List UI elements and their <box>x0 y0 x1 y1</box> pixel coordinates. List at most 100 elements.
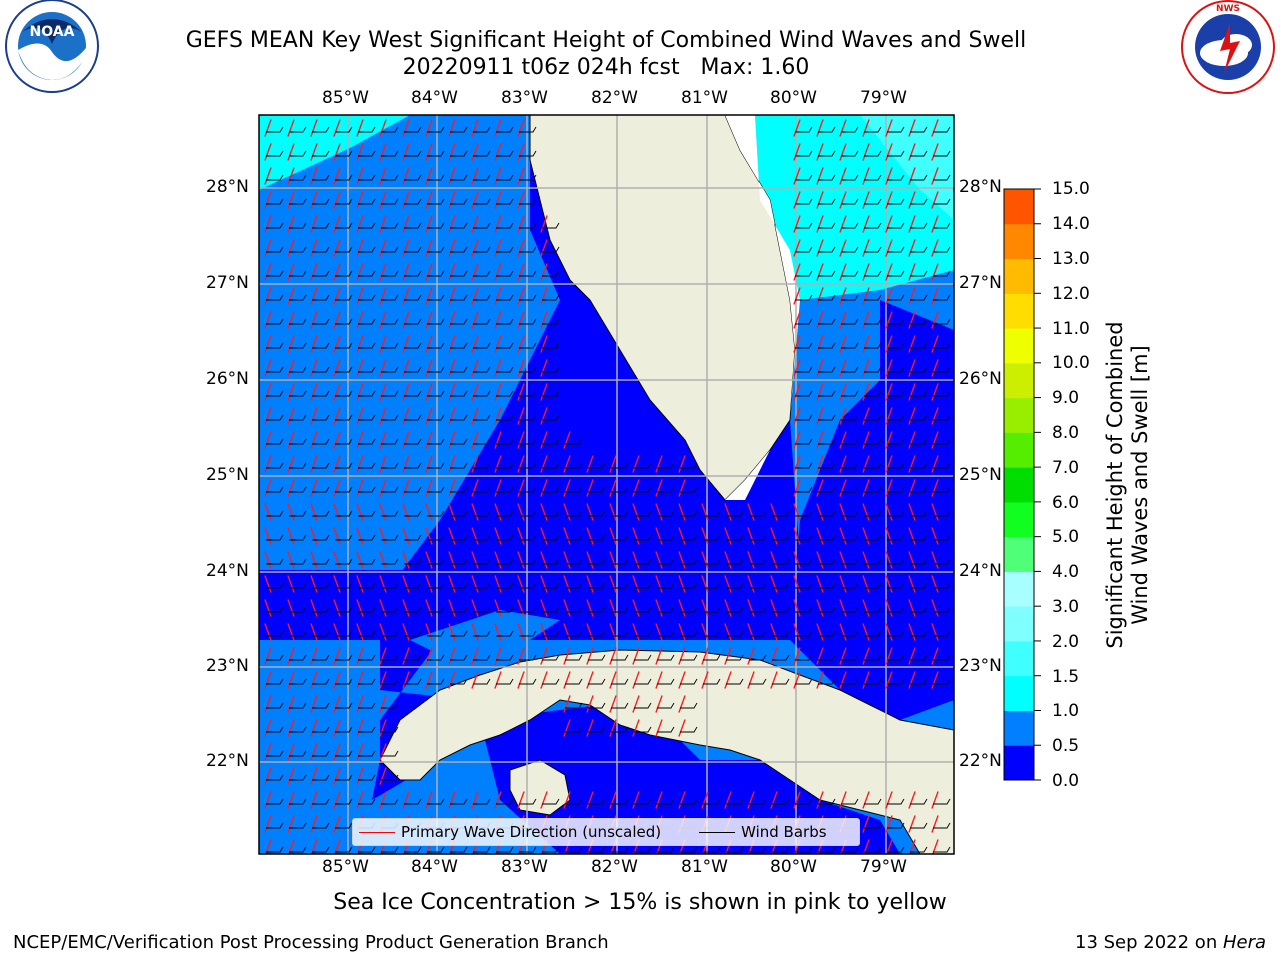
wind-barb <box>312 270 330 277</box>
wave-direction-arrow <box>402 407 410 425</box>
wave-direction-arrow <box>816 407 824 425</box>
wave-direction-arrow <box>931 287 939 305</box>
wind-barb <box>634 582 652 589</box>
wind-barb <box>542 558 560 565</box>
wave-direction-arrow <box>356 215 364 233</box>
wind-barb <box>565 462 583 469</box>
wave-direction-arrow <box>793 479 801 497</box>
wave-direction-arrow <box>264 191 272 209</box>
wave-direction-arrow <box>264 263 272 281</box>
wave-direction-arrow <box>356 191 364 209</box>
wave-direction-arrow <box>356 671 364 689</box>
wind-barb <box>933 222 951 229</box>
wind-barb <box>542 486 560 493</box>
wave-direction-arrow <box>908 551 916 569</box>
wave-direction-arrow <box>402 455 410 473</box>
wave-direction-arrow <box>540 287 548 305</box>
wind-barb <box>565 846 583 853</box>
wave-direction-arrow <box>402 623 410 641</box>
wave-direction-arrow <box>287 191 295 209</box>
wave-direction-arrow <box>517 479 525 497</box>
wind-barb <box>818 270 836 277</box>
wind-barb <box>795 582 813 589</box>
wave-direction-arrow <box>563 623 571 641</box>
wave-direction-arrow <box>839 455 847 473</box>
wave-direction-arrow <box>586 503 594 521</box>
wind-barb <box>726 798 744 805</box>
wave-direction-arrow <box>540 551 548 569</box>
wind-barb <box>335 174 353 181</box>
lat-label-left: 28°N <box>206 177 249 197</box>
wind-barb <box>565 534 583 541</box>
wave-direction-arrow <box>908 335 916 353</box>
lon-label-top: 82°W <box>591 88 638 108</box>
wind-barb <box>312 726 330 733</box>
wind-barb <box>542 342 560 349</box>
wave-direction-arrow <box>839 503 847 521</box>
wave-direction-arrow <box>931 191 939 209</box>
wave-direction-arrow <box>908 791 916 809</box>
wind-barb <box>289 822 307 829</box>
wave-direction-arrow <box>517 599 525 617</box>
wind-barb <box>588 606 606 613</box>
wind-barb <box>266 462 284 469</box>
wind-barb <box>289 774 307 781</box>
colorbar-segment <box>1004 571 1034 607</box>
wave-direction-arrow <box>839 599 847 617</box>
wind-barb <box>496 558 514 565</box>
wind-barb <box>588 486 606 493</box>
wind-barb <box>841 438 859 445</box>
wave-direction-arrow <box>793 311 801 329</box>
wind-barb <box>358 486 376 493</box>
legend-item-wave: Primary Wave Direction (unscaled) <box>359 823 661 841</box>
wave-direction-arrow <box>908 359 916 377</box>
wave-direction-arrow <box>287 695 295 713</box>
wave-direction-arrow <box>862 119 870 137</box>
wind-barb <box>910 822 928 829</box>
colorbar-segment <box>1004 536 1034 572</box>
wind-barb <box>841 654 859 661</box>
wind-barb <box>427 366 445 373</box>
wave-direction-arrow <box>770 551 778 569</box>
wind-barb <box>657 726 675 733</box>
wave-direction-arrow <box>862 215 870 233</box>
wind-barb <box>634 486 652 493</box>
wave-direction-arrow <box>471 359 479 377</box>
wave-direction-arrow <box>448 383 456 401</box>
wind-barb <box>404 270 422 277</box>
wave-direction-arrow <box>494 359 502 377</box>
wave-direction-arrow <box>701 647 709 665</box>
wave-direction-arrow <box>402 143 410 161</box>
wave-direction-arrow <box>517 671 525 689</box>
wave-direction-arrow <box>287 239 295 257</box>
wind-barb <box>450 150 468 157</box>
wind-barb <box>703 798 721 805</box>
wave-direction-arrow <box>632 647 640 665</box>
wave-direction-arrow <box>333 551 341 569</box>
wind-barb <box>496 318 514 325</box>
wave-direction-arrow <box>471 407 479 425</box>
wind-barb <box>634 846 652 853</box>
wave-direction-arrow <box>402 239 410 257</box>
wave-direction-arrow <box>356 167 364 185</box>
wave-direction-arrow <box>885 479 893 497</box>
wind-barb <box>818 126 836 133</box>
wave-direction-arrow <box>264 647 272 665</box>
wind-barb <box>841 630 859 637</box>
wind-barb <box>266 510 284 517</box>
wave-direction-arrow <box>678 551 686 569</box>
wind-barb <box>772 582 790 589</box>
wave-direction-arrow <box>678 479 686 497</box>
wave-direction-arrow <box>724 527 732 545</box>
wave-direction-arrow <box>908 287 916 305</box>
wind-barb <box>910 486 928 493</box>
wave-direction-arrow <box>287 551 295 569</box>
wind-barb <box>611 606 629 613</box>
wave-direction-arrow <box>540 383 548 401</box>
wind-barb <box>358 246 376 253</box>
lat-label-left: 23°N <box>206 656 249 676</box>
wave-direction-arrow <box>264 527 272 545</box>
wind-barb <box>289 510 307 517</box>
wind-barb <box>266 486 284 493</box>
wave-direction-arrow <box>770 647 778 665</box>
